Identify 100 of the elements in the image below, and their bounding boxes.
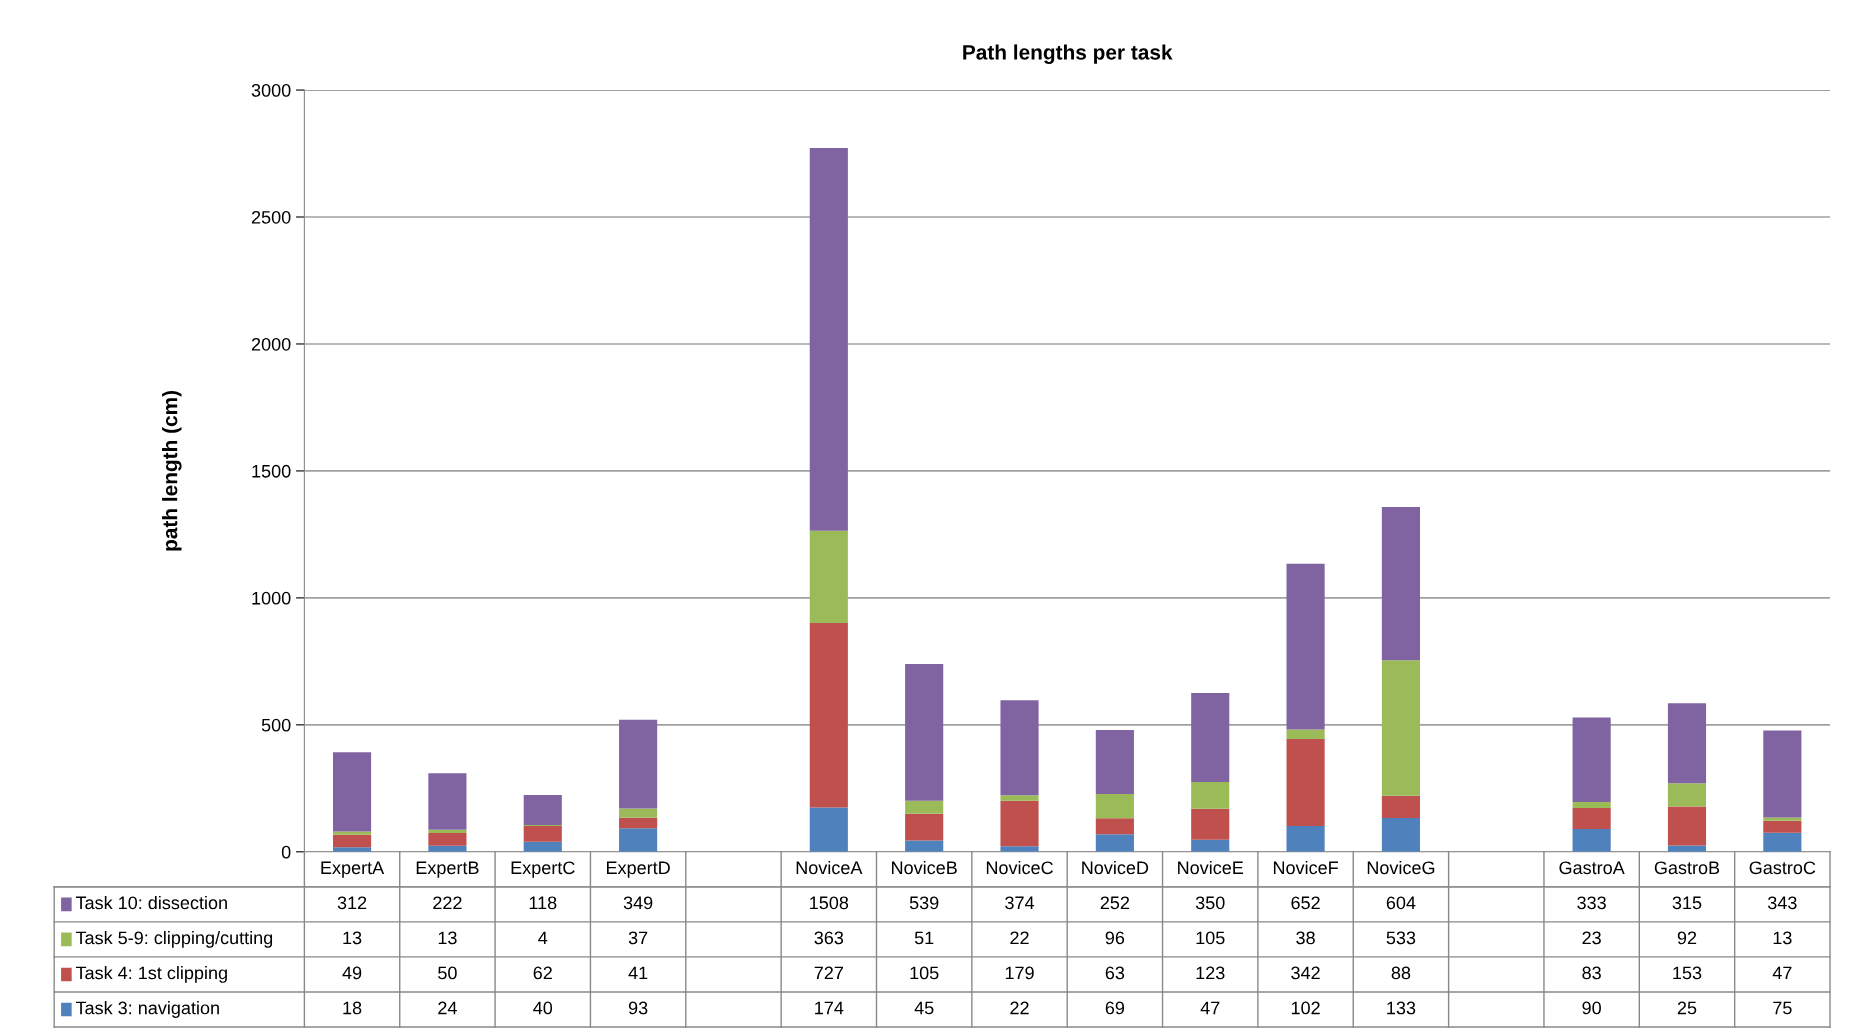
x-tick-label: ExpertD xyxy=(606,861,670,878)
bar xyxy=(1095,729,1134,794)
legend-label: Task 10: dissection xyxy=(75,895,227,910)
bar xyxy=(1191,839,1230,852)
y-tick-label: 500 xyxy=(261,718,291,732)
x-tick-label: NoviceF xyxy=(1273,860,1338,875)
data-label: 13 xyxy=(1773,931,1792,945)
bar xyxy=(809,530,848,624)
data-label: 174 xyxy=(815,1001,844,1015)
data-label: 342 xyxy=(1291,966,1320,980)
bar xyxy=(1000,846,1039,852)
data-label: 47 xyxy=(1200,1001,1220,1015)
y-axis-title: path length (cm) xyxy=(162,390,182,551)
x-tick-label: NoviceG xyxy=(1367,860,1435,875)
bar xyxy=(1667,806,1707,846)
bar xyxy=(619,808,658,818)
data-label: 83 xyxy=(1582,966,1601,980)
bar xyxy=(905,840,944,852)
data-label: 75 xyxy=(1773,1001,1792,1015)
data-label: 179 xyxy=(1005,966,1034,980)
x-tick-label: ExpertB xyxy=(416,861,479,878)
data-label: 153 xyxy=(1673,966,1702,980)
data-label: 105 xyxy=(1196,931,1225,945)
bar xyxy=(1763,817,1802,821)
data-label: 24 xyxy=(438,1001,457,1015)
bar xyxy=(1763,820,1802,833)
bar xyxy=(523,794,562,825)
bar xyxy=(1667,703,1707,784)
data-label: 363 xyxy=(814,931,844,945)
data-label: 13 xyxy=(343,931,362,945)
bar xyxy=(905,663,944,801)
bar xyxy=(1381,818,1420,852)
data-label: 22 xyxy=(1010,931,1029,945)
x-tick-label: NoviceD xyxy=(1082,860,1149,875)
data-label: 349 xyxy=(623,896,653,910)
data-label: 96 xyxy=(1105,931,1125,945)
bar xyxy=(1763,730,1802,818)
bar xyxy=(809,147,848,531)
bar xyxy=(1095,793,1134,819)
data-label: 1508 xyxy=(810,896,849,910)
x-tick-label: GastroB xyxy=(1654,861,1720,875)
data-label: 533 xyxy=(1386,931,1416,945)
x-tick-label: ExpertA xyxy=(321,861,385,878)
data-label: 333 xyxy=(1577,896,1606,910)
data-label: 37 xyxy=(628,931,648,945)
legend-label: Task 5-9: clipping/cutting xyxy=(75,930,273,948)
data-label: 92 xyxy=(1677,931,1697,945)
data-label: 118 xyxy=(529,896,557,910)
bar xyxy=(809,807,848,852)
bar xyxy=(1381,660,1420,796)
bar xyxy=(1000,800,1039,847)
data-label: 312 xyxy=(337,896,367,910)
data-label: 343 xyxy=(1767,896,1797,910)
data-label: 539 xyxy=(909,896,939,910)
data-label: 51 xyxy=(914,931,934,945)
y-tick-label: 1000 xyxy=(252,591,291,605)
data-label: 222 xyxy=(433,896,462,910)
y-tick-label: 3000 xyxy=(251,83,291,97)
data-label: 252 xyxy=(1100,896,1130,910)
bar xyxy=(905,813,944,841)
data-label: 652 xyxy=(1291,896,1320,910)
data-label: 88 xyxy=(1391,966,1411,980)
bar xyxy=(428,833,467,846)
bar xyxy=(1763,832,1802,852)
bar xyxy=(1667,783,1707,807)
y-tick-label: 2500 xyxy=(251,210,291,224)
y-tick-label: 1500 xyxy=(252,464,291,478)
data-label: 23 xyxy=(1582,931,1601,945)
bar xyxy=(428,773,467,830)
y-tick-label: 2000 xyxy=(251,337,291,351)
bar xyxy=(1191,808,1230,840)
bar xyxy=(332,834,372,848)
bar xyxy=(1286,563,1325,730)
bar xyxy=(1286,729,1325,740)
data-label: 123 xyxy=(1196,966,1225,980)
bar xyxy=(1000,795,1039,801)
x-tick-label: NoviceC xyxy=(986,860,1053,875)
x-tick-label: GastroA xyxy=(1559,861,1625,875)
data-label: 90 xyxy=(1582,1001,1601,1015)
x-tick-label: NoviceE xyxy=(1178,860,1244,875)
bar xyxy=(1572,807,1611,829)
data-label: 315 xyxy=(1672,896,1702,910)
bar xyxy=(1191,693,1230,782)
data-label: 22 xyxy=(1010,1001,1029,1015)
x-tick-label: GastroC xyxy=(1749,861,1816,875)
bar xyxy=(1381,506,1420,661)
data-label: 69 xyxy=(1105,1001,1125,1015)
bar xyxy=(428,829,467,834)
data-label: 49 xyxy=(342,966,362,980)
data-label: 50 xyxy=(438,966,457,980)
data-label: 374 xyxy=(1005,896,1035,910)
bar xyxy=(1572,828,1611,852)
bar xyxy=(1095,834,1134,852)
data-label: 4 xyxy=(538,931,548,945)
data-label: 38 xyxy=(1296,931,1315,945)
y-tick-label: 0 xyxy=(281,845,291,859)
data-label: 63 xyxy=(1105,966,1125,980)
data-label: 13 xyxy=(438,931,457,945)
data-label: 604 xyxy=(1386,896,1416,910)
bar xyxy=(1191,781,1230,809)
